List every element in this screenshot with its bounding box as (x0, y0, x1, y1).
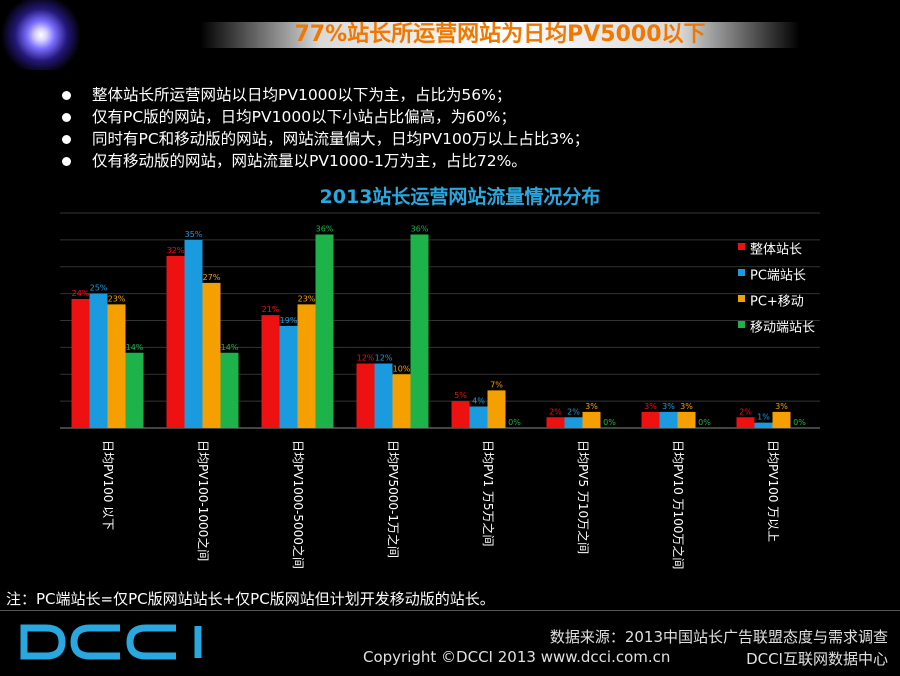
bar (659, 411, 678, 428)
data-label: 0% (793, 418, 806, 427)
title-highlight-bar (200, 22, 800, 48)
data-label: 3% (644, 402, 657, 411)
data-label: 2% (567, 407, 580, 416)
bar (356, 363, 375, 428)
bullet-list: 整体站长所运营网站以日均PV1000以下为主，占比为56%； 仅有PC版的网站，… (62, 84, 589, 172)
bullet-dot-icon (62, 157, 71, 166)
chart-title: 2013站长运营网站流量情况分布 (319, 186, 601, 208)
bullet-item: 同时有PC和移动版的网站，网站流量偏大，日均PV100万以上占比3%； (62, 128, 589, 150)
x-tick-label: 日均PV100 万以上 (766, 440, 780, 542)
page-title: 77%站长所运营网站为日均PV5000以下 (294, 22, 706, 47)
bar (451, 401, 470, 428)
bar (107, 304, 126, 428)
bar (374, 363, 393, 428)
bar (279, 325, 298, 428)
bar (125, 352, 144, 428)
bar (487, 390, 506, 428)
data-label: 23% (298, 294, 316, 303)
legend-label: 移动端站长 (750, 321, 815, 336)
data-label: 27% (203, 273, 221, 282)
data-label: 1% (757, 413, 770, 422)
bar (202, 282, 221, 428)
data-label: 23% (108, 294, 126, 303)
bar (71, 299, 90, 428)
x-tick-label: 日均PV1000-5000之间 (291, 440, 305, 569)
legend-swatch (738, 295, 745, 302)
starburst-decoration (2, 0, 80, 70)
bullet-item: 仅有移动版的网站，网站流量以PV1000-1万为主，占比72%。 (62, 150, 589, 172)
bar (315, 234, 334, 428)
legend-swatch (738, 243, 745, 250)
data-label: 0% (603, 418, 616, 427)
copyright: Copyright ©DCCI 2013 www.dcci.com.cn (363, 648, 671, 666)
bar (564, 417, 583, 428)
bar (677, 411, 696, 428)
x-tick-label: 日均PV5 万10万之间 (576, 440, 590, 554)
data-label: 14% (221, 343, 239, 352)
data-label: 19% (280, 316, 298, 325)
bar (410, 234, 429, 428)
legend-swatch (738, 269, 745, 276)
data-label: 0% (508, 418, 521, 427)
footer-divider (0, 610, 900, 611)
data-label: 12% (375, 354, 393, 363)
bar (184, 239, 203, 428)
bullet-item: 整体站长所运营网站以日均PV1000以下为主，占比为56%； (62, 84, 589, 106)
data-label: 36% (316, 225, 334, 234)
bar-chart: 24%25%23%14%日均PV100 以下32%35%27%14%日均PV10… (60, 212, 820, 569)
data-source: 数据来源：2013中国站长广告联盟态度与需求调查 (549, 628, 888, 646)
data-label: 3% (775, 402, 788, 411)
bar (641, 411, 660, 428)
data-label: 0% (698, 418, 711, 427)
bar (546, 417, 565, 428)
legend-label: PC+移动 (750, 295, 804, 310)
bar (754, 422, 773, 428)
data-label: 14% (126, 343, 144, 352)
x-tick-label: 日均PV1 万5万之间 (481, 440, 495, 547)
bar (392, 374, 411, 428)
data-label: 2% (549, 407, 562, 416)
data-label: 35% (185, 230, 203, 239)
bullet-item: 仅有PC版的网站，日均PV1000以下小站占比偏高，为60%； (62, 106, 589, 128)
x-tick-label: 日均PV5000-1万之间 (386, 440, 400, 558)
bar (297, 304, 316, 428)
dcci-logo (20, 624, 202, 660)
bar (469, 406, 488, 428)
data-label: 7% (490, 380, 503, 389)
legend-swatch (738, 321, 745, 328)
data-label: 25% (90, 284, 108, 293)
x-tick-label: 日均PV100-1000之间 (196, 440, 210, 561)
bullet-dot-icon (62, 135, 71, 144)
bullet-dot-icon (62, 113, 71, 122)
data-label: 5% (454, 391, 467, 400)
data-label: 21% (262, 305, 280, 314)
legend-label: PC端站长 (750, 269, 806, 284)
bar (220, 352, 239, 428)
data-label: 24% (72, 289, 90, 298)
footnote: 注：PC端站长=仅PC版网站站长+仅PC版网站但计划开发移动版的站长。 (6, 590, 495, 608)
data-label: 3% (585, 402, 598, 411)
data-label: 3% (662, 402, 675, 411)
bullet-dot-icon (62, 91, 71, 100)
data-label: 3% (680, 402, 693, 411)
data-label: 12% (357, 354, 375, 363)
data-label: 10% (393, 364, 411, 373)
x-tick-label: 日均PV100 以下 (101, 440, 115, 530)
data-label: 32% (167, 246, 185, 255)
data-label: 36% (411, 225, 429, 234)
x-tick-label: 日均PV10 万100万之间 (671, 440, 685, 569)
bar (772, 411, 791, 428)
data-label: 2% (739, 407, 752, 416)
bar (736, 417, 755, 428)
bar (166, 256, 185, 428)
org-name: DCCI互联网数据中心 (746, 650, 888, 668)
bar (89, 293, 108, 428)
bar (261, 315, 280, 428)
bar (582, 411, 601, 428)
legend-label: 整体站长 (750, 243, 802, 258)
data-label: 4% (472, 397, 485, 406)
